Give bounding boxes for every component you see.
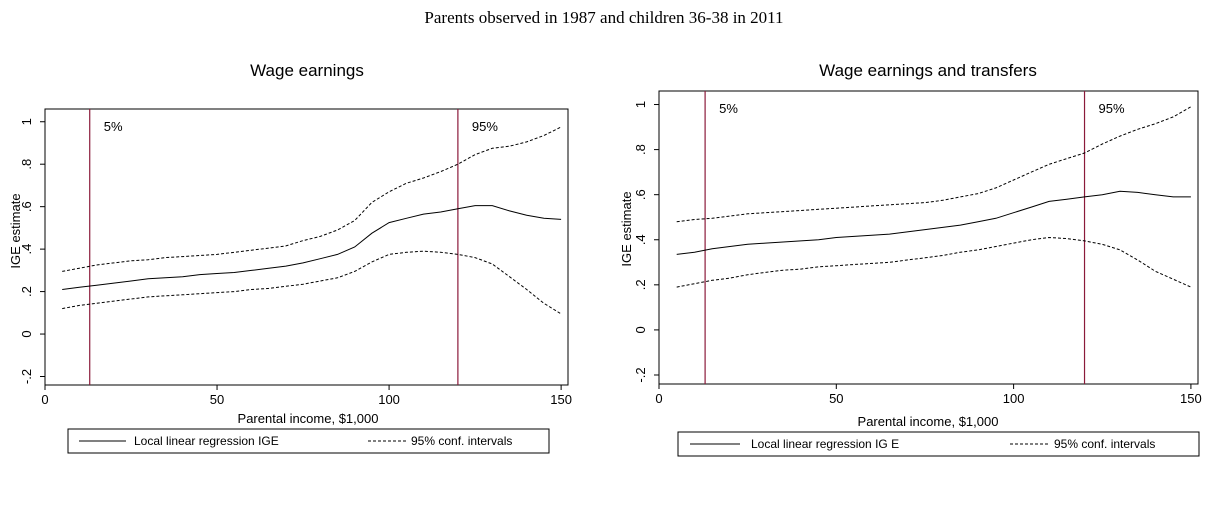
plot-area: -.2 0 .2 .4 .6 .8 1 0 50 100 150 5% 95% — [633, 90, 1202, 406]
y-tick-label: .8 — [19, 159, 34, 170]
series-lower-ci-line — [676, 236, 1192, 288]
percentile-label-p95: 95% — [472, 119, 498, 134]
x-tick-label: 150 — [550, 392, 572, 407]
legend-entry-estimate: Local linear regression IG E — [751, 437, 899, 451]
chart-title: Wage earnings — [250, 61, 364, 80]
y-tick-label: 1 — [633, 101, 648, 108]
series-lower-ci-line — [62, 250, 562, 315]
plot-frame — [44, 108, 569, 386]
series-upper-ci-line — [62, 126, 562, 272]
percentile-label-p5: 5% — [104, 119, 123, 134]
x-tick-label: 50 — [210, 392, 224, 407]
series-upper-ci-line — [676, 106, 1192, 223]
y-tick-label: .2 — [19, 286, 34, 297]
y-tick-label: 1 — [19, 118, 34, 125]
y-tick-label: -.2 — [19, 369, 34, 384]
y-tick-label: .6 — [633, 189, 648, 200]
chart-wage-earnings: Wage earnings -.2 0 .2 .4 .6 .8 1 0 50 100 150 5% 95… — [8, 61, 572, 454]
y-tick-label: -.2 — [633, 367, 648, 382]
y-tick-label: .8 — [633, 144, 648, 155]
y-axis-label: IGE estimate — [8, 193, 23, 268]
x-tick-label: 100 — [378, 392, 400, 407]
legend: Local linear regression IGE 95% conf. in… — [67, 428, 550, 454]
series-estimate-line — [62, 205, 562, 290]
y-tick-label: .4 — [19, 244, 34, 255]
page-title: Parents observed in 1987 and children 36… — [424, 8, 784, 27]
plot-frame — [658, 90, 1199, 385]
x-tick-label: 50 — [829, 391, 843, 406]
percentile-label-p5: 5% — [719, 101, 738, 116]
y-tick-label: .6 — [19, 201, 34, 212]
y-tick-label: .4 — [633, 234, 648, 245]
x-tick-label: 150 — [1180, 391, 1202, 406]
legend-box — [67, 428, 550, 454]
x-tick-label: 0 — [41, 392, 48, 407]
x-tick-label: 100 — [1003, 391, 1025, 406]
y-tick-label: 0 — [633, 326, 648, 333]
legend: Local linear regression IG E 95% conf. i… — [677, 431, 1200, 457]
legend-entry-ci: 95% conf. intervals — [1054, 437, 1155, 451]
legend-entry-ci: 95% conf. intervals — [411, 434, 512, 448]
y-tick-label: 0 — [19, 330, 34, 337]
legend-box — [677, 431, 1200, 457]
y-axis-label: IGE estimate — [619, 191, 634, 266]
x-axis-label: Parental income, $1,000 — [858, 414, 999, 429]
chart-title: Wage earnings and transfers — [819, 61, 1037, 80]
plot-area: -.2 0 .2 .4 .6 .8 1 0 50 100 150 5% 95% — [19, 108, 572, 407]
series-estimate-line — [676, 190, 1191, 255]
x-tick-label: 0 — [655, 391, 662, 406]
percentile-label-p95: 95% — [1099, 101, 1125, 116]
legend-entry-estimate: Local linear regression IGE — [134, 434, 279, 448]
x-axis-label: Parental income, $1,000 — [238, 411, 379, 426]
chart-wage-earnings-and-transfers: Wage earnings and transfers -.2 0 .2 .4 .6 .8… — [619, 61, 1202, 457]
y-tick-label: .2 — [633, 279, 648, 290]
